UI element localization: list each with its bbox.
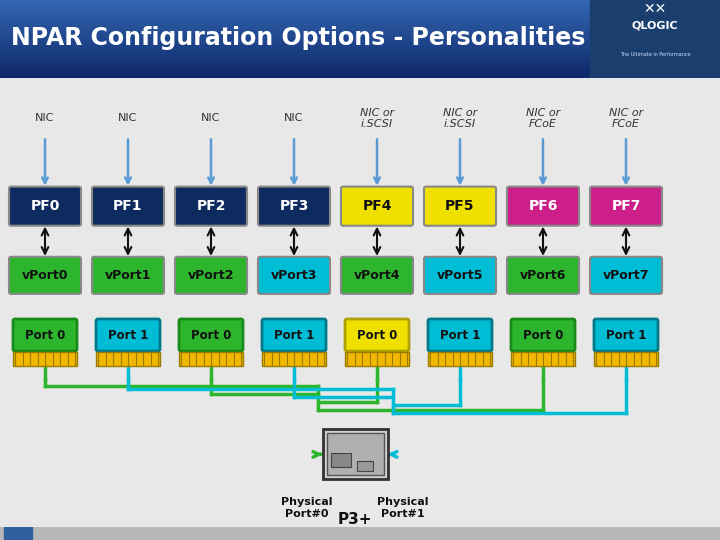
Text: PF1: PF1 (113, 199, 143, 213)
FancyBboxPatch shape (341, 187, 413, 226)
Bar (326, 433, 384, 475)
Text: NIC or
i.SCSI: NIC or i.SCSI (443, 107, 477, 129)
Text: PF3: PF3 (279, 199, 309, 213)
Bar (590, 0, 720, 78)
FancyBboxPatch shape (92, 187, 164, 226)
FancyBboxPatch shape (9, 187, 81, 226)
Bar (96, 352, 160, 366)
Text: Port 0: Port 0 (24, 328, 66, 341)
Text: Port 0: Port 0 (191, 328, 231, 341)
Text: vPort6: vPort6 (520, 269, 566, 282)
Text: Port 1: Port 1 (606, 328, 646, 341)
Text: QLOGIC: QLOGIC (632, 20, 678, 30)
Bar (4, 527, 32, 539)
Text: vPort7: vPort7 (603, 269, 649, 282)
FancyBboxPatch shape (424, 257, 496, 294)
FancyBboxPatch shape (175, 187, 247, 226)
Text: P3+: P3+ (338, 511, 372, 526)
Text: vPort2: vPort2 (188, 269, 234, 282)
Text: NIC: NIC (284, 113, 304, 124)
FancyBboxPatch shape (507, 257, 579, 294)
Bar (594, 352, 658, 366)
FancyBboxPatch shape (341, 257, 413, 294)
Text: Port 1: Port 1 (274, 328, 314, 341)
FancyBboxPatch shape (424, 187, 496, 226)
FancyBboxPatch shape (590, 187, 662, 226)
Text: NIC or
FCoE: NIC or FCoE (609, 107, 643, 129)
FancyBboxPatch shape (428, 319, 492, 351)
Bar (356, 461, 372, 471)
FancyBboxPatch shape (511, 319, 575, 351)
Text: Port 0: Port 0 (357, 328, 397, 341)
Bar (330, 454, 351, 468)
Bar (323, 429, 387, 480)
Text: NIC: NIC (35, 113, 55, 124)
Text: PF0: PF0 (30, 199, 60, 213)
Bar (428, 352, 492, 366)
Text: vPort4: vPort4 (354, 269, 400, 282)
Text: ✕✕: ✕✕ (644, 2, 667, 16)
Text: vPort1: vPort1 (104, 269, 151, 282)
Text: NPAR Configuration Options - Personalities: NPAR Configuration Options - Personaliti… (11, 25, 585, 50)
Text: PF2: PF2 (197, 199, 226, 213)
FancyBboxPatch shape (594, 319, 658, 351)
Bar (511, 352, 575, 366)
FancyBboxPatch shape (96, 319, 160, 351)
FancyBboxPatch shape (258, 187, 330, 226)
Text: NIC: NIC (202, 113, 221, 124)
FancyBboxPatch shape (507, 187, 579, 226)
Text: Port 1: Port 1 (440, 328, 480, 341)
FancyBboxPatch shape (258, 257, 330, 294)
FancyBboxPatch shape (262, 319, 326, 351)
FancyBboxPatch shape (179, 319, 243, 351)
Text: vPort3: vPort3 (271, 269, 318, 282)
Text: Port 0: Port 0 (523, 328, 563, 341)
Text: The Ultimate in Performance: The Ultimate in Performance (620, 52, 690, 57)
Text: Physical
Port#0: Physical Port#0 (282, 497, 333, 519)
Text: Port 1: Port 1 (108, 328, 148, 341)
Text: vPort0: vPort0 (22, 269, 68, 282)
FancyBboxPatch shape (590, 257, 662, 294)
FancyBboxPatch shape (175, 257, 247, 294)
Text: PF7: PF7 (611, 199, 641, 213)
Bar (262, 352, 326, 366)
Text: PF5: PF5 (445, 199, 474, 213)
Text: PF4: PF4 (362, 199, 392, 213)
Bar (179, 352, 243, 366)
FancyBboxPatch shape (345, 319, 409, 351)
Bar (345, 352, 409, 366)
Text: NIC: NIC (118, 113, 138, 124)
Text: vPort5: vPort5 (437, 269, 483, 282)
Bar (13, 352, 77, 366)
Text: NIC or
i.SCSI: NIC or i.SCSI (360, 107, 394, 129)
Text: NIC or
FCoE: NIC or FCoE (526, 107, 560, 129)
FancyBboxPatch shape (92, 257, 164, 294)
FancyBboxPatch shape (13, 319, 77, 351)
Text: PF6: PF6 (528, 199, 558, 213)
FancyBboxPatch shape (9, 257, 81, 294)
Text: Physical
Port#1: Physical Port#1 (377, 497, 428, 519)
